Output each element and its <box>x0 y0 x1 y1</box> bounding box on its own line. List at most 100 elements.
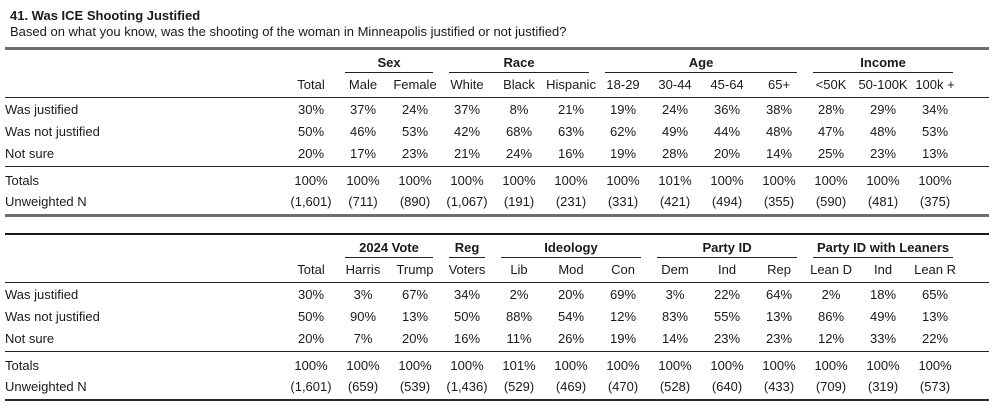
table-row: Totals 100% 100% 100% 100% 100% 100% 100% 101% 10… <box>5 167 989 192</box>
group-label: Sex <box>345 55 434 73</box>
cell-value: 100% <box>606 358 640 373</box>
spacer-cell <box>961 258 989 283</box>
table-row: Was justified 30% 37% 24% 37% 8% 21% 19% 24% 36% 3… <box>5 98 989 121</box>
cell-value: 47% <box>818 124 845 139</box>
cell-value: 3% <box>353 287 373 302</box>
cell-value: 100% <box>346 173 380 188</box>
column-header: White <box>441 73 494 98</box>
cell-value: 100% <box>762 173 796 188</box>
cell-value: (640) <box>711 379 743 394</box>
cell-value: 28% <box>649 142 702 167</box>
spacer-cell <box>961 167 989 192</box>
column-header-row: Total Harris Trump Voters Lib Mod Con Dem Ind Rep… <box>5 258 989 283</box>
table-row: Was not justified 50% 46% 53% 42% 68% 63% 62% 49… <box>5 120 989 142</box>
cell-value: 16% <box>441 327 493 352</box>
cell-value: 100% <box>918 358 952 373</box>
cell-value: 100% <box>294 358 328 373</box>
spacer-cell <box>961 49 989 74</box>
column-header: Rep <box>753 258 806 283</box>
cell-value: (1,436) <box>446 379 488 394</box>
cell-value: 67% <box>401 287 429 302</box>
cell-value: 44% <box>714 124 741 139</box>
spacer-cell <box>961 327 989 352</box>
row-label: Totals <box>5 173 39 188</box>
cell-value: 30% <box>297 102 325 117</box>
column-header: 45-64 <box>701 73 754 98</box>
group-header: Age <box>597 49 805 73</box>
cell-value: 22% <box>909 327 962 352</box>
group-header-row: 2024 Vote Reg Ideology Party ID Party ID wit… <box>5 234 989 258</box>
cell-value: 38% <box>766 102 793 117</box>
cell-value: 100% <box>450 358 484 373</box>
cell-value: (590) <box>815 194 847 209</box>
column-header: Lean D <box>805 258 858 283</box>
cell-value: 34% <box>922 102 949 117</box>
cell-value: 53% <box>922 124 949 139</box>
group-header: Party ID with Leaners <box>805 234 961 258</box>
row-label: Was justified <box>5 102 79 117</box>
cell-value: 24% <box>662 102 689 117</box>
cell-value: 14% <box>649 327 702 352</box>
cell-value: 50% <box>297 124 325 139</box>
cell-value: 13% <box>922 309 949 324</box>
cell-value: 100% <box>866 173 900 188</box>
group-header-empty <box>285 234 337 258</box>
row-label: Not sure <box>5 327 285 352</box>
column-header: 100k + <box>909 73 962 98</box>
spacer-cell <box>961 234 989 258</box>
column-header: Female <box>389 73 442 98</box>
cell-value: 26% <box>545 327 597 352</box>
column-header-spacer <box>5 258 285 283</box>
cell-value: (469) <box>555 379 587 394</box>
cell-value: 100% <box>762 358 796 373</box>
cell-value: 100% <box>866 358 900 373</box>
cell-value: (481) <box>867 194 899 209</box>
cell-value: 20% <box>285 142 337 167</box>
cell-value: 13% <box>766 309 793 324</box>
cell-value: 100% <box>710 358 744 373</box>
column-header: Hispanic <box>545 73 598 98</box>
cell-value: 100% <box>346 358 380 373</box>
cell-value: 37% <box>454 102 481 117</box>
cell-value: (191) <box>503 194 535 209</box>
column-header: <50K <box>805 73 858 98</box>
demographics-table: Sex Race Age Income Total Male Female White Blac… <box>5 47 989 217</box>
cell-value: (709) <box>815 379 847 394</box>
column-header: Black <box>493 73 546 98</box>
spacer-cell <box>961 283 989 306</box>
row-label: Was justified <box>5 287 79 302</box>
cell-value: (890) <box>399 194 431 209</box>
row-label: Unweighted N <box>5 379 87 394</box>
group-label: Party ID with Leaners <box>813 240 954 258</box>
cell-value: (711) <box>348 194 378 209</box>
cell-value: 101% <box>658 173 692 188</box>
cell-value: 24% <box>401 102 429 117</box>
column-header: 65+ <box>753 73 806 98</box>
cell-value: (659) <box>347 379 379 394</box>
cell-value: 88% <box>505 309 533 324</box>
cell-value: 21% <box>441 142 494 167</box>
column-header: Total <box>285 73 337 98</box>
cell-value: 11% <box>493 327 545 352</box>
column-header: 18-29 <box>597 73 650 98</box>
column-header: Mod <box>545 258 597 283</box>
column-header: Total <box>285 258 337 283</box>
table-row: Was not justified 50% 90% 13% 50% 88% 54% 12% 83… <box>5 305 989 327</box>
cell-value: 23% <box>857 142 910 167</box>
cell-value: 21% <box>558 102 585 117</box>
cell-value: 100% <box>710 173 744 188</box>
group-label: Reg <box>449 240 485 258</box>
cell-value: 86% <box>818 309 845 324</box>
table-row: Not sure 20% 7% 20% 16% 11% 26% 19% 14% 23% 23% 12%… <box>5 327 989 352</box>
group-header: Sex <box>337 49 441 73</box>
cell-value: 100% <box>502 173 536 188</box>
cell-value: 19% <box>610 102 637 117</box>
cell-value: 20% <box>557 287 585 302</box>
group-header: Race <box>441 49 597 73</box>
cell-value: 69% <box>610 287 637 302</box>
cell-value: 65% <box>922 287 949 302</box>
group-label: Ideology <box>501 240 642 258</box>
cell-value: (539) <box>399 379 431 394</box>
cell-value: 100% <box>814 358 848 373</box>
